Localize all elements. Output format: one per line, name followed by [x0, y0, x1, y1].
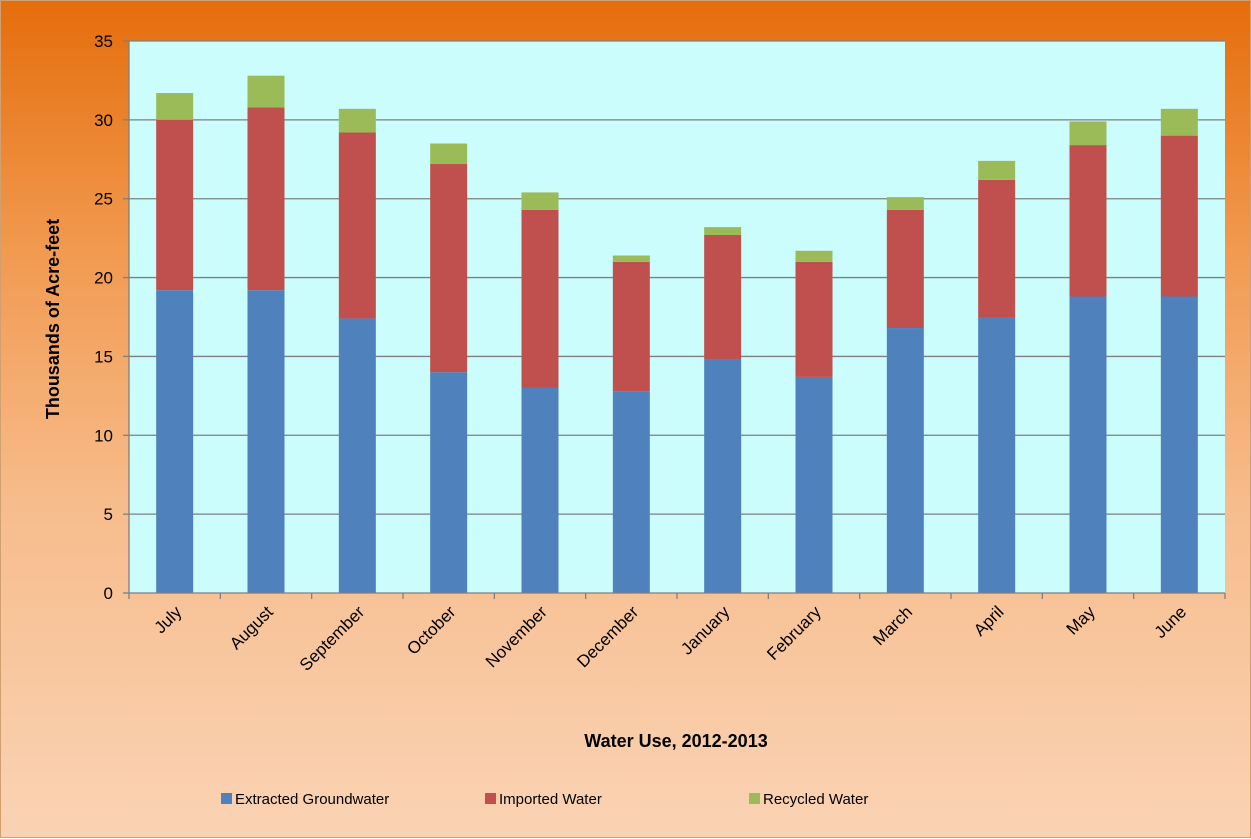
bar-segment — [886, 328, 924, 593]
bar-segment — [795, 376, 833, 593]
bar-segment — [795, 250, 833, 262]
y-tick-label: 20 — [94, 269, 113, 288]
bar-segment — [521, 192, 559, 210]
x-tick-labels: July August September October November Decemb… — [151, 602, 1190, 675]
y-tick-label: 10 — [94, 426, 113, 445]
x-tick-label: May — [1063, 602, 1099, 638]
legend-label: Imported Water — [499, 791, 602, 808]
x-tick-label: December — [573, 602, 642, 671]
x-tick-label: January — [677, 602, 734, 659]
bar-segment — [1160, 296, 1198, 593]
bar-segment — [156, 290, 194, 593]
bar-segment — [978, 160, 1016, 180]
bar-segment — [1069, 296, 1107, 593]
bar-segment — [338, 318, 376, 593]
bar-segment — [247, 290, 285, 593]
bar-segment — [338, 108, 376, 133]
bars — [156, 75, 1198, 593]
x-tick-label: April — [970, 602, 1007, 639]
bar-segment — [247, 107, 285, 291]
x-axis-title: Water Use, 2012-2013 — [584, 731, 767, 751]
plot-area — [129, 41, 1225, 593]
axes — [128, 41, 1226, 599]
y-tick-label: 30 — [94, 111, 113, 130]
legend: Extracted Groundwater Imported Water Recyc… — [221, 791, 868, 808]
bar-segment — [247, 75, 285, 108]
y-tick-label: 5 — [104, 505, 113, 524]
bar-segment — [1160, 108, 1198, 136]
bar-segment — [1160, 135, 1198, 297]
bar-segment — [430, 372, 468, 593]
y-tick-label: 35 — [94, 32, 113, 51]
legend-swatch — [221, 793, 232, 804]
bar-segment — [612, 261, 650, 392]
bar-segment — [704, 234, 742, 360]
bar-segment — [978, 179, 1016, 317]
y-tick-label: 0 — [104, 584, 113, 603]
bar-segment — [612, 255, 650, 262]
legend-label: Extracted Groundwater — [235, 791, 389, 808]
bar-segment — [1069, 145, 1107, 297]
y-tick-label: 15 — [94, 347, 113, 366]
x-tick-label: July — [151, 602, 186, 637]
x-tick-label: August — [226, 602, 277, 653]
bar-segment — [521, 209, 559, 388]
legend-swatch — [749, 793, 760, 804]
bar-segment — [521, 387, 559, 593]
legend-label: Recycled Water — [763, 791, 868, 808]
bar-segment — [886, 209, 924, 329]
x-tick-label: June — [1151, 602, 1191, 642]
x-tick-label: March — [869, 602, 916, 649]
bar-segment — [430, 143, 468, 165]
y-axis-title: Thousands of Acre-feet — [43, 219, 63, 419]
bar-segment — [1069, 121, 1107, 146]
legend-swatch — [485, 793, 496, 804]
x-tick-label: October — [403, 602, 459, 658]
bar-segment — [886, 197, 924, 210]
x-tick-label: February — [763, 602, 825, 664]
x-tick-label: September — [296, 602, 368, 674]
gridlines — [123, 40, 1225, 594]
bar-segment — [612, 391, 650, 593]
bar-segment — [795, 261, 833, 377]
y-tick-labels: 0 5 10 15 20 25 30 35 — [94, 32, 113, 603]
bar-segment — [156, 119, 194, 291]
x-tick-label: November — [482, 602, 551, 671]
bar-segment — [704, 359, 742, 593]
y-tick-label: 25 — [94, 190, 113, 209]
bar-segment — [338, 132, 376, 319]
bar-segment — [430, 164, 468, 373]
bar-segment — [978, 317, 1016, 593]
bar-segment — [704, 227, 742, 235]
bar-segment — [156, 93, 194, 120]
